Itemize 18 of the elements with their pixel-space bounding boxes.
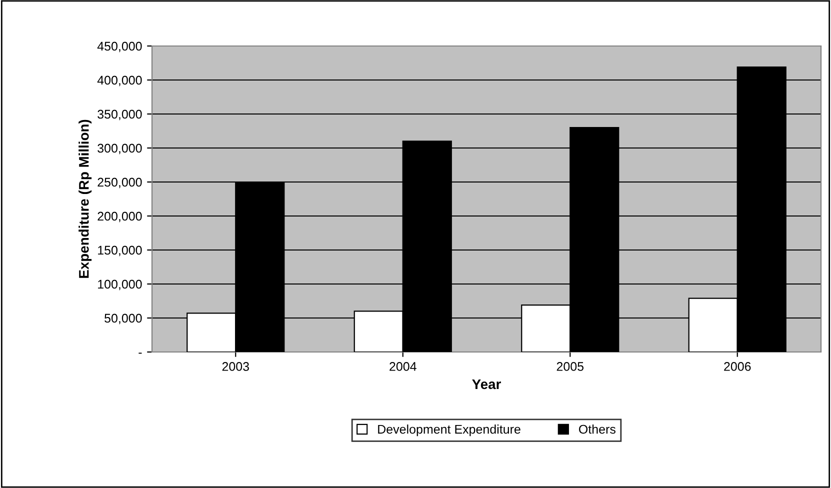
x-tick-label: 2005	[556, 362, 584, 371]
y-tick-label: 300,000	[98, 144, 142, 154]
legend-label: Development Expenditure	[378, 424, 520, 436]
y-tick-label: 250,000	[98, 178, 142, 188]
legend-label: Others	[579, 424, 616, 434]
y-tick-label: 450,000	[97, 42, 142, 52]
y-tick-label: 50,000	[104, 314, 142, 324]
y-tick-label: -	[138, 352, 142, 354]
y-axis-title: Expenditure (Rp Million)	[78, 120, 92, 278]
x-tick-label: 2003	[222, 362, 249, 371]
x-tick-label: 2006	[724, 362, 751, 371]
y-tick-label: 350,000	[98, 110, 142, 120]
x-axis-title: Year	[472, 379, 501, 390]
y-tick-label: 200,000	[98, 212, 142, 222]
x-tick-label: 2004	[390, 362, 416, 371]
y-tick-label: 400,000	[97, 76, 142, 86]
y-tick-label: 100,000	[98, 280, 142, 290]
y-tick-label: 150,000	[98, 246, 142, 256]
